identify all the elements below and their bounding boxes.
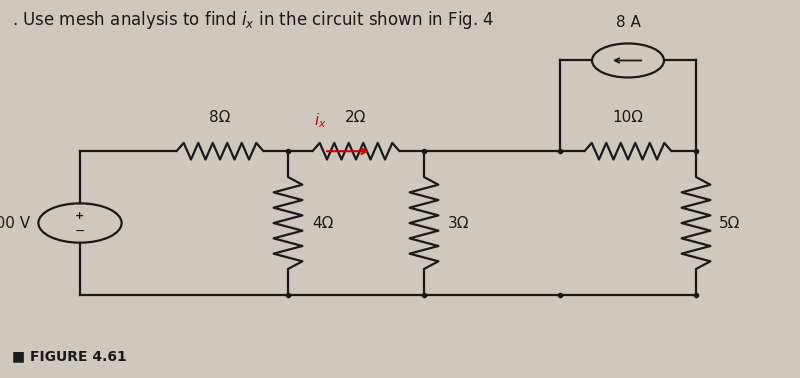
Text: 4Ω: 4Ω [312,215,334,231]
Text: 8 A: 8 A [615,15,641,30]
Text: −: − [74,225,86,238]
Text: ■ FIGURE 4.61: ■ FIGURE 4.61 [12,349,126,363]
Text: 3Ω: 3Ω [448,215,470,231]
Text: 8Ω: 8Ω [210,110,230,125]
Text: $i_x$: $i_x$ [314,112,326,130]
Text: +: + [75,211,85,220]
Text: 2Ω: 2Ω [346,110,366,125]
Text: 10Ω: 10Ω [613,110,643,125]
Text: 5Ω: 5Ω [718,215,740,231]
Text: 100 V: 100 V [0,215,30,231]
Text: . Use mesh analysis to find $i_x$ in the circuit shown in Fig. 4: . Use mesh analysis to find $i_x$ in the… [12,9,494,31]
